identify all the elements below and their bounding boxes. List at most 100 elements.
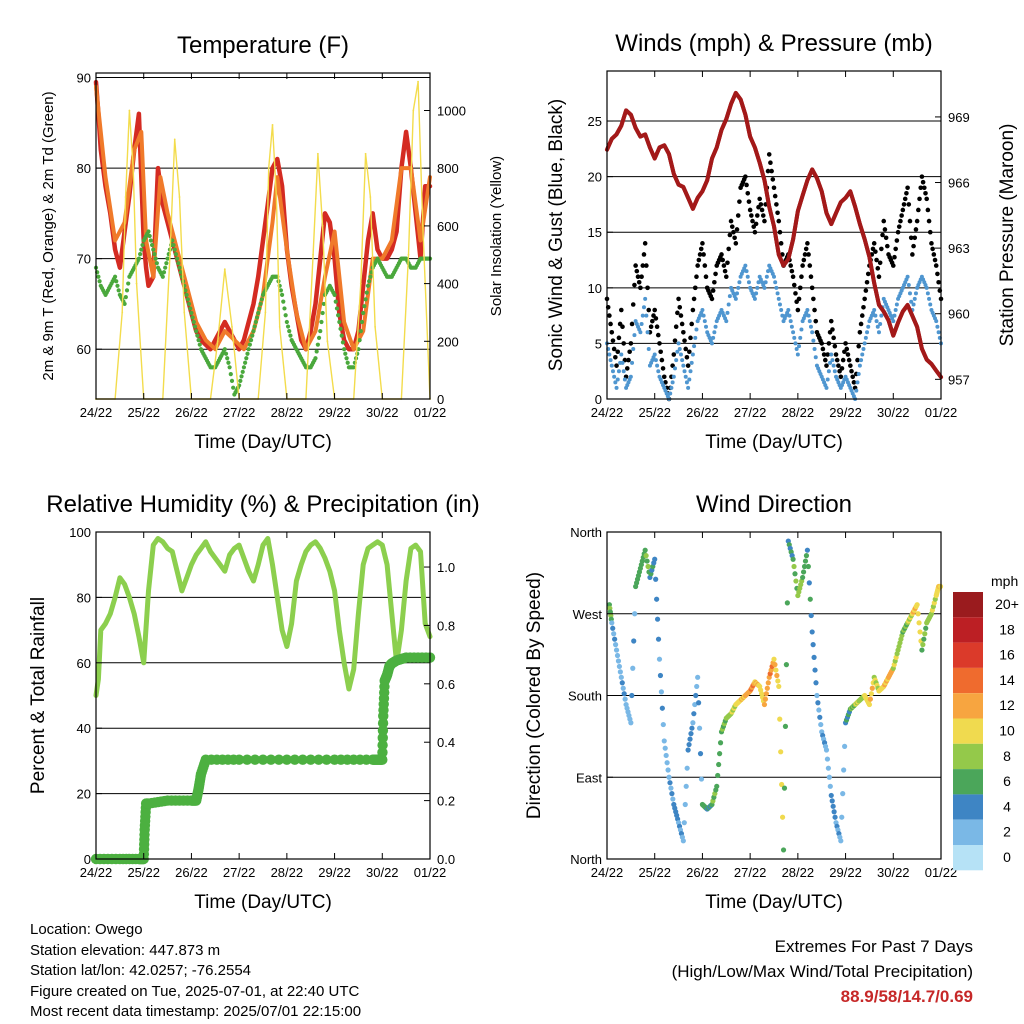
x-tick-label: 01/22 bbox=[414, 405, 447, 420]
direction-point bbox=[665, 767, 671, 773]
direction-point bbox=[630, 665, 636, 671]
gust-point bbox=[824, 363, 829, 368]
dewpoint-point bbox=[188, 306, 193, 311]
gust-point bbox=[821, 352, 827, 357]
gust-point bbox=[732, 235, 737, 241]
gust-point bbox=[652, 307, 658, 313]
wind-point bbox=[644, 313, 649, 318]
direction-point bbox=[783, 662, 790, 668]
gust-point bbox=[882, 227, 888, 232]
gust-point bbox=[743, 174, 748, 179]
wind-point bbox=[684, 380, 689, 385]
dewpoint-point bbox=[285, 324, 291, 329]
dewpoint-point bbox=[197, 342, 202, 347]
gust-point bbox=[645, 285, 650, 291]
direction-point bbox=[642, 547, 648, 553]
wind-point bbox=[797, 344, 802, 349]
direction-point bbox=[762, 696, 769, 702]
x-tick-label: 24/22 bbox=[80, 405, 113, 420]
direction-point bbox=[917, 629, 923, 635]
gust-point bbox=[864, 279, 870, 285]
dewpoint-point bbox=[279, 292, 285, 297]
direction-point bbox=[771, 656, 777, 662]
colorbar-swatch bbox=[953, 743, 983, 770]
rainfall-point bbox=[377, 732, 388, 744]
gust-point bbox=[898, 218, 903, 224]
wind-point bbox=[712, 330, 717, 335]
direction-point bbox=[612, 636, 618, 642]
gust-point bbox=[757, 196, 762, 202]
dewpoint-point bbox=[257, 306, 262, 311]
gust-point bbox=[725, 260, 730, 266]
wind-point bbox=[762, 285, 767, 290]
rainfall-point bbox=[249, 754, 261, 765]
series-9m-temperature bbox=[94, 84, 432, 352]
dewpoint-point bbox=[364, 290, 369, 295]
colorbar-swatch bbox=[953, 667, 983, 694]
direction-point bbox=[812, 667, 818, 673]
gust-point bbox=[848, 363, 853, 368]
gust-point bbox=[632, 282, 637, 288]
y-tick-label: 80 bbox=[77, 161, 91, 176]
wind-point bbox=[878, 321, 883, 326]
gust-point bbox=[749, 213, 754, 218]
gust-point bbox=[642, 241, 648, 246]
wind-point bbox=[744, 269, 749, 274]
gust-point bbox=[833, 352, 839, 357]
gust-point bbox=[726, 246, 731, 252]
dewpoint-point bbox=[253, 319, 258, 325]
gust-point bbox=[912, 235, 918, 241]
wind-point bbox=[619, 352, 624, 357]
y-axis-right-label: Solar Insolation (Yellow) bbox=[488, 156, 505, 316]
x-tick-label: 29/22 bbox=[318, 405, 351, 420]
dewpoint-point bbox=[185, 297, 190, 302]
x-tick-label: 27/22 bbox=[734, 865, 767, 880]
direction-point bbox=[914, 602, 920, 608]
solar-point bbox=[316, 152, 319, 155]
rainfall-point bbox=[265, 754, 277, 765]
dewpoint-point bbox=[338, 326, 343, 331]
y-right-tick-label: 0 bbox=[437, 392, 444, 407]
colorbar-label: 6 bbox=[1003, 773, 1011, 789]
wind-point bbox=[725, 310, 730, 315]
gust-point bbox=[635, 274, 641, 279]
extremes-box: Extremes For Past 7 Days (High/Low/Max W… bbox=[672, 934, 973, 1009]
x-tick-label: 25/22 bbox=[127, 865, 160, 880]
gust-point bbox=[819, 341, 825, 346]
solar-point bbox=[178, 196, 181, 198]
gust-point bbox=[899, 213, 904, 218]
wind-point bbox=[727, 294, 732, 299]
rainfall-point bbox=[321, 754, 332, 765]
gust-point bbox=[935, 271, 940, 277]
direction-point bbox=[840, 791, 846, 797]
gust-point bbox=[826, 341, 832, 346]
gust-point bbox=[906, 202, 912, 207]
plot-frame bbox=[95, 72, 431, 400]
direction-point bbox=[661, 738, 667, 744]
gust-point bbox=[919, 174, 925, 179]
dewpoint-point bbox=[313, 356, 318, 361]
y-tick-label: 60 bbox=[77, 342, 91, 357]
gust-point bbox=[905, 185, 910, 191]
y-tick-label: 90 bbox=[77, 71, 91, 86]
wind-point bbox=[909, 299, 914, 304]
x-tick-label: 30/22 bbox=[877, 865, 910, 880]
wind-point bbox=[641, 305, 646, 310]
wind-point bbox=[745, 274, 750, 279]
y-right-tick-label: 0.2 bbox=[437, 794, 455, 809]
direction-point bbox=[827, 783, 833, 789]
gust-point bbox=[710, 288, 716, 293]
rainfall-point bbox=[377, 725, 389, 736]
y-right-tick-label: 957 bbox=[948, 372, 970, 387]
direction-point bbox=[774, 672, 780, 679]
gust-point bbox=[768, 160, 773, 166]
gust-point bbox=[834, 357, 840, 363]
gust-point bbox=[729, 224, 735, 229]
direction-point bbox=[689, 725, 695, 731]
gust-point bbox=[624, 366, 630, 371]
wind-point bbox=[755, 285, 760, 290]
gust-point bbox=[737, 199, 742, 204]
wind-point bbox=[779, 308, 784, 313]
dewpoint-point bbox=[334, 306, 340, 311]
dewpoint-point bbox=[148, 238, 153, 243]
